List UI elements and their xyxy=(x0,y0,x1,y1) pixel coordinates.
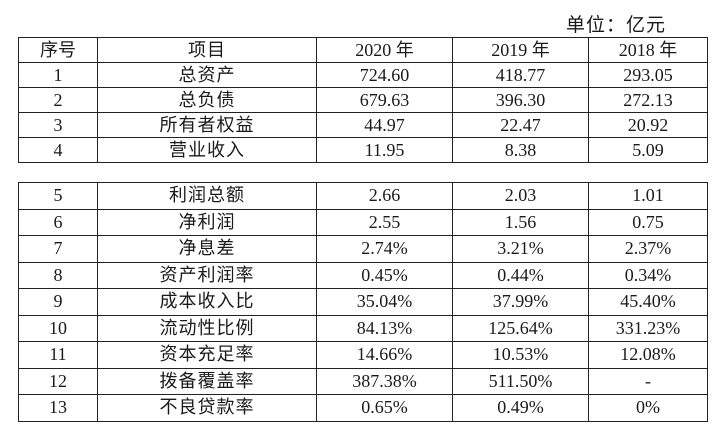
table-row: 11 资本充足率 14.66% 10.53% 12.08% xyxy=(18,341,708,369)
row-number: 13 xyxy=(18,394,98,422)
row-number: 2 xyxy=(18,87,98,113)
value-2018: 45.40% xyxy=(588,288,708,316)
value-2019: 10.53% xyxy=(452,341,589,369)
row-item-name: 成本收入比 xyxy=(97,288,317,316)
value-2018: 1.01 xyxy=(588,182,708,210)
value-2019: 125.64% xyxy=(452,314,589,342)
value-2020: 0.65% xyxy=(316,394,453,422)
row-item-name: 不良贷款率 xyxy=(97,394,317,422)
table-row: 5 利润总额 2.66 2.03 1.01 xyxy=(18,182,708,210)
value-2019: 22.47 xyxy=(452,112,589,138)
value-2020: 14.66% xyxy=(316,341,453,369)
financial-table-bottom: 5 利润总额 2.66 2.03 1.01 6 净利润 2.55 1.56 0.75 7 净息差 2.7… xyxy=(18,182,708,422)
value-2019: 3.21% xyxy=(452,235,589,263)
table-row: 13 不良贷款率 0.65% 0.49% 0% xyxy=(18,394,708,422)
table-row: 2 总负债 679.63 396.30 272.13 xyxy=(18,87,708,113)
row-number: 7 xyxy=(18,235,98,263)
header-2018: 2018 年 xyxy=(588,37,708,63)
value-2020: 387.38% xyxy=(316,367,453,395)
value-2018: - xyxy=(588,367,708,395)
value-2020: 2.55 xyxy=(316,208,453,236)
value-2018: 331.23% xyxy=(588,314,708,342)
table-row: 10 流动性比例 84.13% 125.64% 331.23% xyxy=(18,314,708,342)
table-row: 4 营业收入 11.95 8.38 5.09 xyxy=(18,137,708,163)
row-item-name: 资本充足率 xyxy=(97,341,317,369)
row-item-name: 总资产 xyxy=(97,62,317,88)
row-number: 4 xyxy=(18,137,98,163)
value-2020: 724.60 xyxy=(316,62,453,88)
row-item-name: 营业收入 xyxy=(97,137,317,163)
header-2019: 2019 年 xyxy=(452,37,589,63)
financial-table-top: 序号 项目 2020 年 2019 年 2018 年 1 总资产 724.60 418… xyxy=(18,37,708,163)
row-number: 5 xyxy=(18,182,98,210)
value-2018: 0% xyxy=(588,394,708,422)
row-item-name: 净息差 xyxy=(97,235,317,263)
value-2019: 0.49% xyxy=(452,394,589,422)
value-2019: 396.30 xyxy=(452,87,589,113)
value-2020: 2.74% xyxy=(316,235,453,263)
header-no: 序号 xyxy=(18,37,98,63)
table-row: 12 拨备覆盖率 387.38% 511.50% - xyxy=(18,367,708,395)
table-header-row: 序号 项目 2020 年 2019 年 2018 年 xyxy=(18,37,708,63)
value-2019: 8.38 xyxy=(452,137,589,163)
table-row: 7 净息差 2.74% 3.21% 2.37% xyxy=(18,235,708,263)
value-2019: 0.44% xyxy=(452,261,589,289)
value-2019: 2.03 xyxy=(452,182,589,210)
row-item-name: 净利润 xyxy=(97,208,317,236)
row-item-name: 资产利润率 xyxy=(97,261,317,289)
row-number: 1 xyxy=(18,62,98,88)
value-2018: 0.75 xyxy=(588,208,708,236)
value-2020: 2.66 xyxy=(316,182,453,210)
header-2020: 2020 年 xyxy=(316,37,453,63)
table-row: 8 资产利润率 0.45% 0.44% 0.34% xyxy=(18,261,708,289)
row-number: 12 xyxy=(18,367,98,395)
value-2018: 2.37% xyxy=(588,235,708,263)
row-number: 9 xyxy=(18,288,98,316)
row-item-name: 总负债 xyxy=(97,87,317,113)
row-item-name: 利润总额 xyxy=(97,182,317,210)
table-row: 6 净利润 2.55 1.56 0.75 xyxy=(18,208,708,236)
value-2018: 0.34% xyxy=(588,261,708,289)
value-2019: 511.50% xyxy=(452,367,589,395)
value-2018: 20.92 xyxy=(588,112,708,138)
row-item-name: 流动性比例 xyxy=(97,314,317,342)
row-item-name: 所有者权益 xyxy=(97,112,317,138)
value-2019: 418.77 xyxy=(452,62,589,88)
row-item-name: 拨备覆盖率 xyxy=(97,367,317,395)
value-2018: 12.08% xyxy=(588,341,708,369)
table-row: 1 总资产 724.60 418.77 293.05 xyxy=(18,62,708,88)
value-2020: 679.63 xyxy=(316,87,453,113)
value-2020: 35.04% xyxy=(316,288,453,316)
table-row: 9 成本收入比 35.04% 37.99% 45.40% xyxy=(18,288,708,316)
row-number: 8 xyxy=(18,261,98,289)
row-number: 6 xyxy=(18,208,98,236)
value-2020: 0.45% xyxy=(316,261,453,289)
value-2018: 5.09 xyxy=(588,137,708,163)
table-row: 3 所有者权益 44.97 22.47 20.92 xyxy=(18,112,708,138)
row-number: 3 xyxy=(18,112,98,138)
row-number: 11 xyxy=(18,341,98,369)
value-2019: 1.56 xyxy=(452,208,589,236)
unit-label: 单位：亿元 xyxy=(566,15,667,36)
value-2019: 37.99% xyxy=(452,288,589,316)
value-2020: 84.13% xyxy=(316,314,453,342)
value-2020: 11.95 xyxy=(316,137,453,163)
value-2018: 293.05 xyxy=(588,62,708,88)
value-2020: 44.97 xyxy=(316,112,453,138)
value-2018: 272.13 xyxy=(588,87,708,113)
header-item: 项目 xyxy=(97,37,317,63)
row-number: 10 xyxy=(18,314,98,342)
